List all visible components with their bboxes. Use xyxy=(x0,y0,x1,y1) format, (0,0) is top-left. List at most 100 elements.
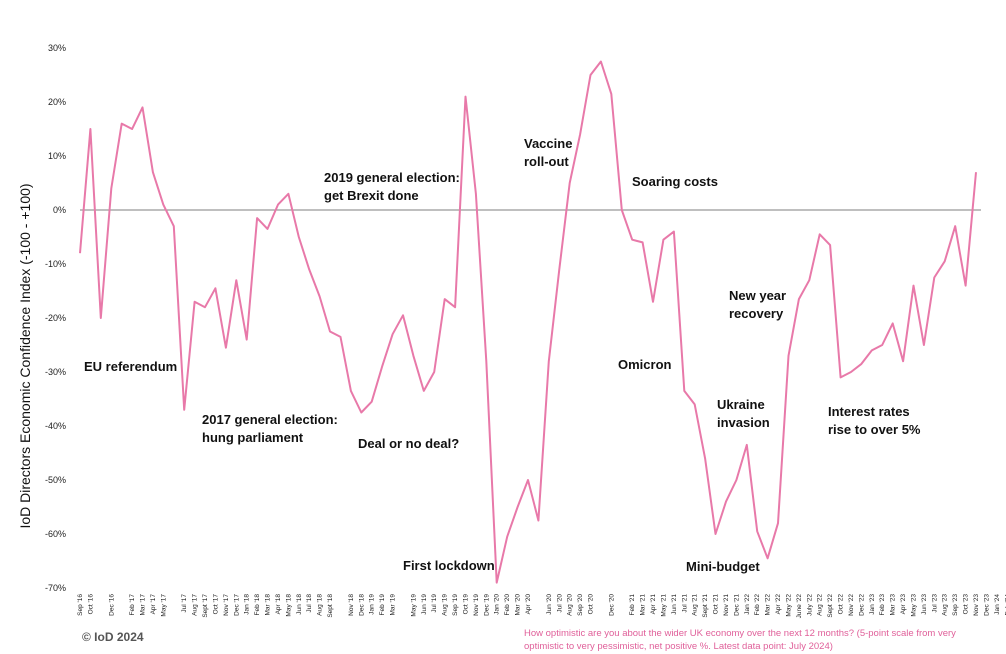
x-tick-label: Nov '18 xyxy=(348,594,355,616)
x-tick-label: May '22 xyxy=(785,594,792,617)
x-tick-label: Jul '18 xyxy=(306,594,313,613)
x-tick-label: Dec '19 xyxy=(483,594,490,616)
survey-question-footnote: How optimistic are you about the wider U… xyxy=(524,628,956,652)
x-tick-label: Dec '23 xyxy=(983,594,990,616)
x-tick-label: Mar '17 xyxy=(140,594,147,616)
x-tick-label: Jun '19 xyxy=(421,594,428,615)
x-tick-label: Sept '18 xyxy=(327,594,334,618)
y-axis-label: IoD Directors Economic Confidence Index … xyxy=(17,183,33,528)
x-tick-label: Feb '21 xyxy=(629,594,636,616)
annotation-line: 2019 general election: xyxy=(324,170,460,185)
annotation-line: Omicron xyxy=(618,357,672,372)
x-tick-label: Oct '23 xyxy=(963,594,970,615)
annotation-label: 2019 general election: get Brexit done xyxy=(324,170,460,203)
x-tick-label: Jan '23 xyxy=(869,594,876,615)
x-tick-label: Nov '22 xyxy=(848,594,855,616)
x-tick-label: Oct '20 xyxy=(588,594,595,615)
x-tick-label: Sep '20 xyxy=(577,594,584,616)
x-tick-label: Aug '22 xyxy=(817,594,824,616)
annotation-line: Vaccine xyxy=(524,136,572,151)
x-tick-label: Dec '22 xyxy=(858,594,865,616)
y-tick-label: -50% xyxy=(45,475,66,485)
annotation-line: get Brexit done xyxy=(324,188,419,203)
x-tick-label: Jul '21 xyxy=(681,594,688,613)
x-tick-label: Jan '18 xyxy=(244,594,251,615)
x-tick-label: Feb '17 xyxy=(129,594,136,616)
x-tick-label: Aug '18 xyxy=(317,594,324,616)
x-tick-label: Feb '18 xyxy=(254,594,261,616)
x-tick-label: Apr '22 xyxy=(775,594,782,615)
x-tick-label: Mar '20 xyxy=(515,594,522,616)
x-tick-label: Jul '17 xyxy=(181,594,188,613)
annotation-line: Deal or no deal? xyxy=(358,436,459,451)
annotation-label: Omicron xyxy=(618,357,672,372)
x-tick-label: Mar '21 xyxy=(640,594,647,616)
x-tick-label: Mar '23 xyxy=(890,594,897,616)
x-tick-label: Oct '16 xyxy=(87,594,94,615)
x-tick-label: Jan '22 xyxy=(744,594,751,615)
x-tick-label: Nov '17 xyxy=(223,594,230,616)
x-tick-label: Oct '22 xyxy=(838,594,845,615)
annotation-label: Mini-budget xyxy=(686,559,760,574)
x-tick-label: Mar '18 xyxy=(265,594,272,616)
annotations: EU referendum 2017 general election: hung … xyxy=(84,136,921,574)
x-tick-label: Oct '19 xyxy=(462,594,469,615)
x-tick-label: Dec '17 xyxy=(233,594,240,616)
x-tick-label: Dec '16 xyxy=(108,594,115,616)
x-tick-label: Sept '22 xyxy=(827,594,834,618)
x-tick-label: Nov '19 xyxy=(473,594,480,616)
x-tick-label: Oct '17 xyxy=(212,594,219,615)
x-tick-label: Apr '21 xyxy=(650,594,657,615)
annotation-line: invasion xyxy=(717,415,770,430)
annotation-line: First lockdown xyxy=(403,558,495,573)
y-tick-label: -30% xyxy=(45,367,66,377)
annotation-line: rise to over 5% xyxy=(828,422,921,437)
annotation-line: Ukraine xyxy=(717,397,765,412)
x-tick-label: May '21 xyxy=(660,594,667,617)
x-tick-label: Jul '20 xyxy=(556,594,563,613)
series-line xyxy=(79,60,977,584)
x-tick-label: Sep '19 xyxy=(452,594,459,616)
x-tick-label: Sep '23 xyxy=(952,594,959,616)
x-tick-label: Jan '19 xyxy=(369,594,376,615)
x-tick-label: Mar '19 xyxy=(390,594,397,616)
annotation-label: EU referendum xyxy=(84,359,177,374)
x-tick-label: Oct '21 xyxy=(713,594,720,615)
y-tick-label: 30% xyxy=(48,43,66,53)
annotation-label: 2017 general election: hung parliament xyxy=(202,412,338,445)
x-tick-label: Aug '23 xyxy=(942,594,949,616)
y-tick-label: 10% xyxy=(48,151,66,161)
confidence-index-chart: 30%20%10%0%-10%-20%-30%-40%-50%-60%-70% … xyxy=(17,43,1006,618)
annotation-line: 2017 general election: xyxy=(202,412,338,427)
y-axis-ticks: 30% 20% 10% 0% -10% -20% -30% -40% -50% -60% -70% xyxy=(45,43,66,593)
annotation-label: Ukraine invasion xyxy=(717,397,770,430)
x-tick-label: Jul '19 xyxy=(431,594,438,613)
annotation-line: Soaring costs xyxy=(632,174,718,189)
x-tick-label: Apr '17 xyxy=(150,594,157,615)
x-tick-label: May '18 xyxy=(285,594,292,617)
y-tick-label: 20% xyxy=(48,97,66,107)
x-tick-label: May '17 xyxy=(160,594,167,617)
annotation-label: Deal or no deal? xyxy=(358,436,459,451)
x-tick-label: Mar '22 xyxy=(765,594,772,616)
x-tick-label: Jan '20 xyxy=(494,594,501,615)
y-tick-label: -40% xyxy=(45,421,66,431)
x-tick-label: Sept '21 xyxy=(702,594,709,618)
x-tick-label: Nov '23 xyxy=(973,594,980,616)
x-tick-label: Apr '23 xyxy=(900,594,907,615)
x-tick-label: Sept '17 xyxy=(202,594,209,618)
y-tick-label: -20% xyxy=(45,313,66,323)
annotation-label: Vaccine roll-out xyxy=(524,136,572,169)
annotation-label: New year recovery xyxy=(729,288,786,321)
x-tick-label: Dec '18 xyxy=(358,594,365,616)
annotation-line: Interest rates xyxy=(828,404,910,419)
copyright-text: © IoD 2024 xyxy=(82,630,144,644)
y-tick-label: 0% xyxy=(53,205,66,215)
x-tick-label: Jun '21 xyxy=(671,594,678,615)
x-tick-label: Jun '20 xyxy=(546,594,553,615)
x-tick-label: May '19 xyxy=(410,594,417,617)
x-tick-label: Dec '21 xyxy=(733,594,740,616)
annotation-line: hung parliament xyxy=(202,430,304,445)
x-tick-label: Aug '21 xyxy=(692,594,699,616)
x-tick-label: Jun '18 xyxy=(296,594,303,615)
